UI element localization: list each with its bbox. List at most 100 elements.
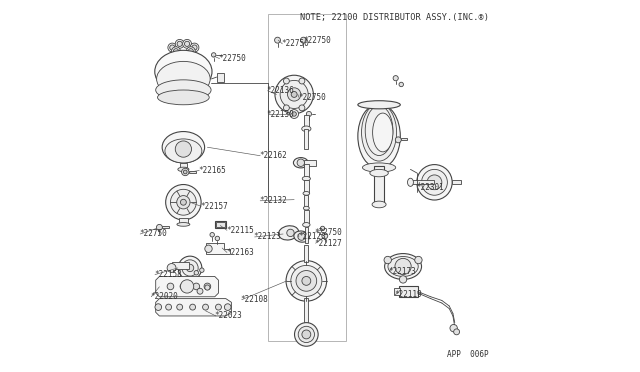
Text: *22162: *22162 <box>259 151 287 160</box>
Ellipse shape <box>358 101 400 109</box>
Text: APP  006P: APP 006P <box>447 350 489 359</box>
Circle shape <box>290 110 299 118</box>
Bar <box>305 245 308 262</box>
Circle shape <box>291 92 297 97</box>
Circle shape <box>225 304 231 310</box>
Circle shape <box>275 37 280 43</box>
Text: *22750: *22750 <box>218 54 246 63</box>
Circle shape <box>177 196 190 209</box>
Circle shape <box>299 78 305 84</box>
Circle shape <box>205 285 210 290</box>
Bar <box>216 73 224 82</box>
Polygon shape <box>205 243 230 254</box>
Circle shape <box>454 329 460 335</box>
Text: *22132: *22132 <box>259 196 287 205</box>
Ellipse shape <box>362 104 397 161</box>
Bar <box>215 221 226 228</box>
Circle shape <box>200 268 204 272</box>
Bar <box>304 115 309 129</box>
Text: *22130: *22130 <box>266 109 294 119</box>
Text: *22750: *22750 <box>281 39 309 48</box>
Circle shape <box>175 141 191 157</box>
Circle shape <box>168 43 177 52</box>
Bar <box>180 163 187 169</box>
Text: *22165: *22165 <box>198 166 226 175</box>
Text: *22750: *22750 <box>298 93 326 102</box>
Text: *22750: *22750 <box>139 230 167 238</box>
Bar <box>216 222 225 227</box>
Ellipse shape <box>165 139 202 163</box>
Circle shape <box>167 263 176 272</box>
Circle shape <box>321 226 324 231</box>
Ellipse shape <box>303 222 310 227</box>
Ellipse shape <box>385 254 422 279</box>
Circle shape <box>193 283 200 290</box>
Circle shape <box>302 330 311 339</box>
Circle shape <box>292 112 296 116</box>
Circle shape <box>300 37 307 43</box>
Circle shape <box>396 137 401 143</box>
Circle shape <box>450 324 458 332</box>
Circle shape <box>399 276 407 283</box>
Ellipse shape <box>303 206 309 210</box>
Bar <box>394 288 401 295</box>
Circle shape <box>275 75 314 113</box>
Text: *22136: *22136 <box>266 86 294 95</box>
Circle shape <box>180 280 194 293</box>
Circle shape <box>399 82 403 87</box>
Bar <box>179 218 188 224</box>
Circle shape <box>296 270 317 291</box>
Circle shape <box>205 245 212 253</box>
Circle shape <box>167 283 174 290</box>
Circle shape <box>173 49 179 54</box>
Circle shape <box>284 78 289 84</box>
Circle shape <box>322 233 328 239</box>
Circle shape <box>189 304 196 310</box>
Text: *22020: *22020 <box>150 292 178 301</box>
Circle shape <box>395 259 411 275</box>
Circle shape <box>166 304 172 310</box>
Circle shape <box>415 256 422 264</box>
Circle shape <box>177 41 182 46</box>
Ellipse shape <box>408 178 413 186</box>
Ellipse shape <box>370 169 388 177</box>
Bar <box>305 129 308 149</box>
Bar <box>452 180 461 184</box>
Circle shape <box>186 47 195 56</box>
Ellipse shape <box>365 106 393 155</box>
Polygon shape <box>156 299 232 316</box>
Circle shape <box>172 47 180 56</box>
Text: *22750: *22750 <box>314 228 342 237</box>
Circle shape <box>186 264 194 272</box>
Circle shape <box>177 304 182 310</box>
Circle shape <box>210 232 214 237</box>
Bar <box>305 298 308 327</box>
Ellipse shape <box>177 222 190 226</box>
Circle shape <box>182 39 191 48</box>
Text: *22023: *22023 <box>215 311 243 320</box>
Bar <box>304 210 308 225</box>
Circle shape <box>170 189 196 215</box>
Text: *22750: *22750 <box>303 36 331 45</box>
Circle shape <box>192 45 197 50</box>
Circle shape <box>307 112 312 116</box>
Circle shape <box>216 304 221 310</box>
Bar <box>305 160 316 166</box>
Ellipse shape <box>301 126 311 132</box>
Bar <box>305 227 308 243</box>
Ellipse shape <box>278 226 299 240</box>
Bar <box>172 262 189 269</box>
Circle shape <box>417 164 452 200</box>
Circle shape <box>302 276 311 285</box>
Ellipse shape <box>372 113 393 152</box>
Ellipse shape <box>372 201 386 208</box>
Circle shape <box>156 224 163 230</box>
Circle shape <box>215 236 220 241</box>
Text: *22301: *22301 <box>416 183 444 192</box>
Circle shape <box>155 304 162 310</box>
Circle shape <box>393 76 398 81</box>
Circle shape <box>203 304 209 310</box>
Ellipse shape <box>157 90 209 105</box>
Ellipse shape <box>156 80 211 100</box>
Text: *22158: *22158 <box>154 270 182 279</box>
